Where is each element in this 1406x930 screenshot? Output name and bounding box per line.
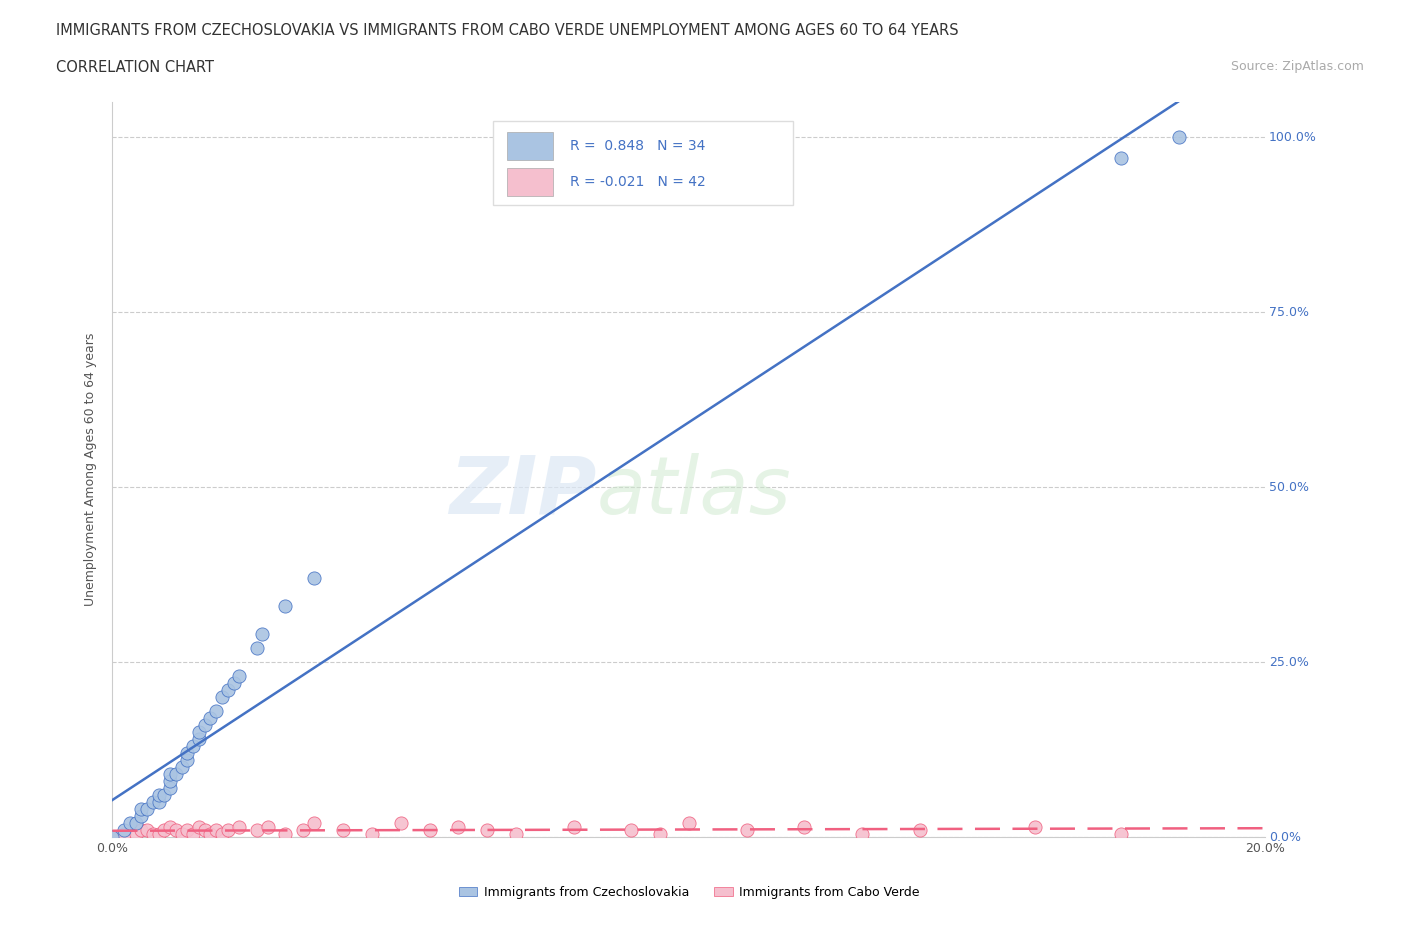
Text: R = -0.021   N = 42: R = -0.021 N = 42	[571, 176, 706, 190]
Point	[165, 766, 187, 781]
Point	[1111, 151, 1133, 166]
Point	[620, 822, 643, 837]
Point	[159, 819, 181, 834]
Point	[165, 822, 187, 837]
Point	[291, 822, 314, 837]
Point	[188, 819, 211, 834]
Point	[304, 571, 326, 586]
Point	[188, 724, 211, 739]
Point	[205, 704, 228, 719]
Point	[217, 822, 239, 837]
Point	[101, 830, 124, 844]
Point	[142, 794, 165, 809]
Point	[148, 794, 170, 809]
Point	[159, 766, 181, 781]
Point	[228, 669, 250, 684]
Point	[735, 822, 758, 837]
Point	[205, 822, 228, 837]
Point	[200, 826, 222, 841]
Point	[148, 788, 170, 803]
Text: 25.0%: 25.0%	[1268, 656, 1309, 669]
Point	[360, 826, 382, 841]
Point	[124, 826, 146, 841]
Point	[129, 822, 153, 837]
Point	[228, 819, 250, 834]
Point	[274, 599, 297, 614]
Point	[112, 822, 135, 837]
Point	[101, 830, 124, 844]
Point	[245, 822, 267, 837]
Point	[176, 822, 198, 837]
Point	[304, 816, 326, 830]
Point	[181, 738, 204, 753]
Point	[1024, 819, 1046, 834]
Point	[505, 826, 527, 841]
Text: 50.0%: 50.0%	[1268, 481, 1309, 494]
Text: 100.0%: 100.0%	[1268, 131, 1317, 144]
Y-axis label: Unemployment Among Ages 60 to 64 years: Unemployment Among Ages 60 to 64 years	[83, 333, 97, 606]
Text: ZIP: ZIP	[450, 453, 596, 531]
Point	[211, 826, 233, 841]
Point	[142, 826, 165, 841]
Point	[136, 822, 159, 837]
Bar	[506, 168, 553, 196]
Point	[389, 816, 412, 830]
Point	[176, 746, 198, 761]
Point	[159, 780, 181, 795]
Point	[648, 826, 672, 841]
Point	[159, 774, 181, 789]
Point	[153, 788, 176, 803]
Point	[562, 819, 585, 834]
Point	[148, 826, 170, 841]
Point	[1111, 826, 1133, 841]
Point	[129, 802, 153, 817]
Point	[194, 822, 217, 837]
Point	[181, 826, 204, 841]
Point	[419, 822, 441, 837]
Point	[136, 802, 159, 817]
Point	[222, 675, 245, 690]
Point	[112, 826, 135, 841]
Text: 75.0%: 75.0%	[1268, 306, 1309, 319]
Text: 0.0%: 0.0%	[1268, 830, 1301, 844]
Legend: Immigrants from Czechoslovakia, Immigrants from Cabo Verde: Immigrants from Czechoslovakia, Immigran…	[454, 882, 924, 904]
Point	[170, 826, 193, 841]
Point	[188, 732, 211, 747]
Point	[211, 690, 233, 705]
Point	[153, 822, 176, 837]
Point	[908, 822, 931, 837]
Text: IMMIGRANTS FROM CZECHOSLOVAKIA VS IMMIGRANTS FROM CABO VERDE UNEMPLOYMENT AMONG : IMMIGRANTS FROM CZECHOSLOVAKIA VS IMMIGR…	[56, 23, 959, 38]
Point	[332, 822, 354, 837]
Point	[170, 760, 193, 775]
Point	[245, 641, 267, 656]
Text: atlas: atlas	[596, 453, 792, 531]
Point	[129, 808, 153, 823]
Point	[851, 826, 873, 841]
Point	[1167, 130, 1189, 145]
Point	[257, 819, 280, 834]
Point	[678, 816, 700, 830]
Point	[124, 816, 146, 830]
Point	[274, 826, 297, 841]
Text: Source: ZipAtlas.com: Source: ZipAtlas.com	[1230, 60, 1364, 73]
Point	[194, 718, 217, 733]
Point	[252, 627, 274, 642]
FancyBboxPatch shape	[494, 121, 793, 206]
Point	[217, 683, 239, 698]
Point	[447, 819, 470, 834]
Point	[793, 819, 815, 834]
Point	[200, 711, 222, 725]
Bar	[506, 132, 553, 160]
Point	[118, 816, 141, 830]
Text: R =  0.848   N = 34: R = 0.848 N = 34	[571, 139, 706, 153]
Point	[475, 822, 498, 837]
Text: CORRELATION CHART: CORRELATION CHART	[56, 60, 214, 75]
Point	[176, 752, 198, 767]
